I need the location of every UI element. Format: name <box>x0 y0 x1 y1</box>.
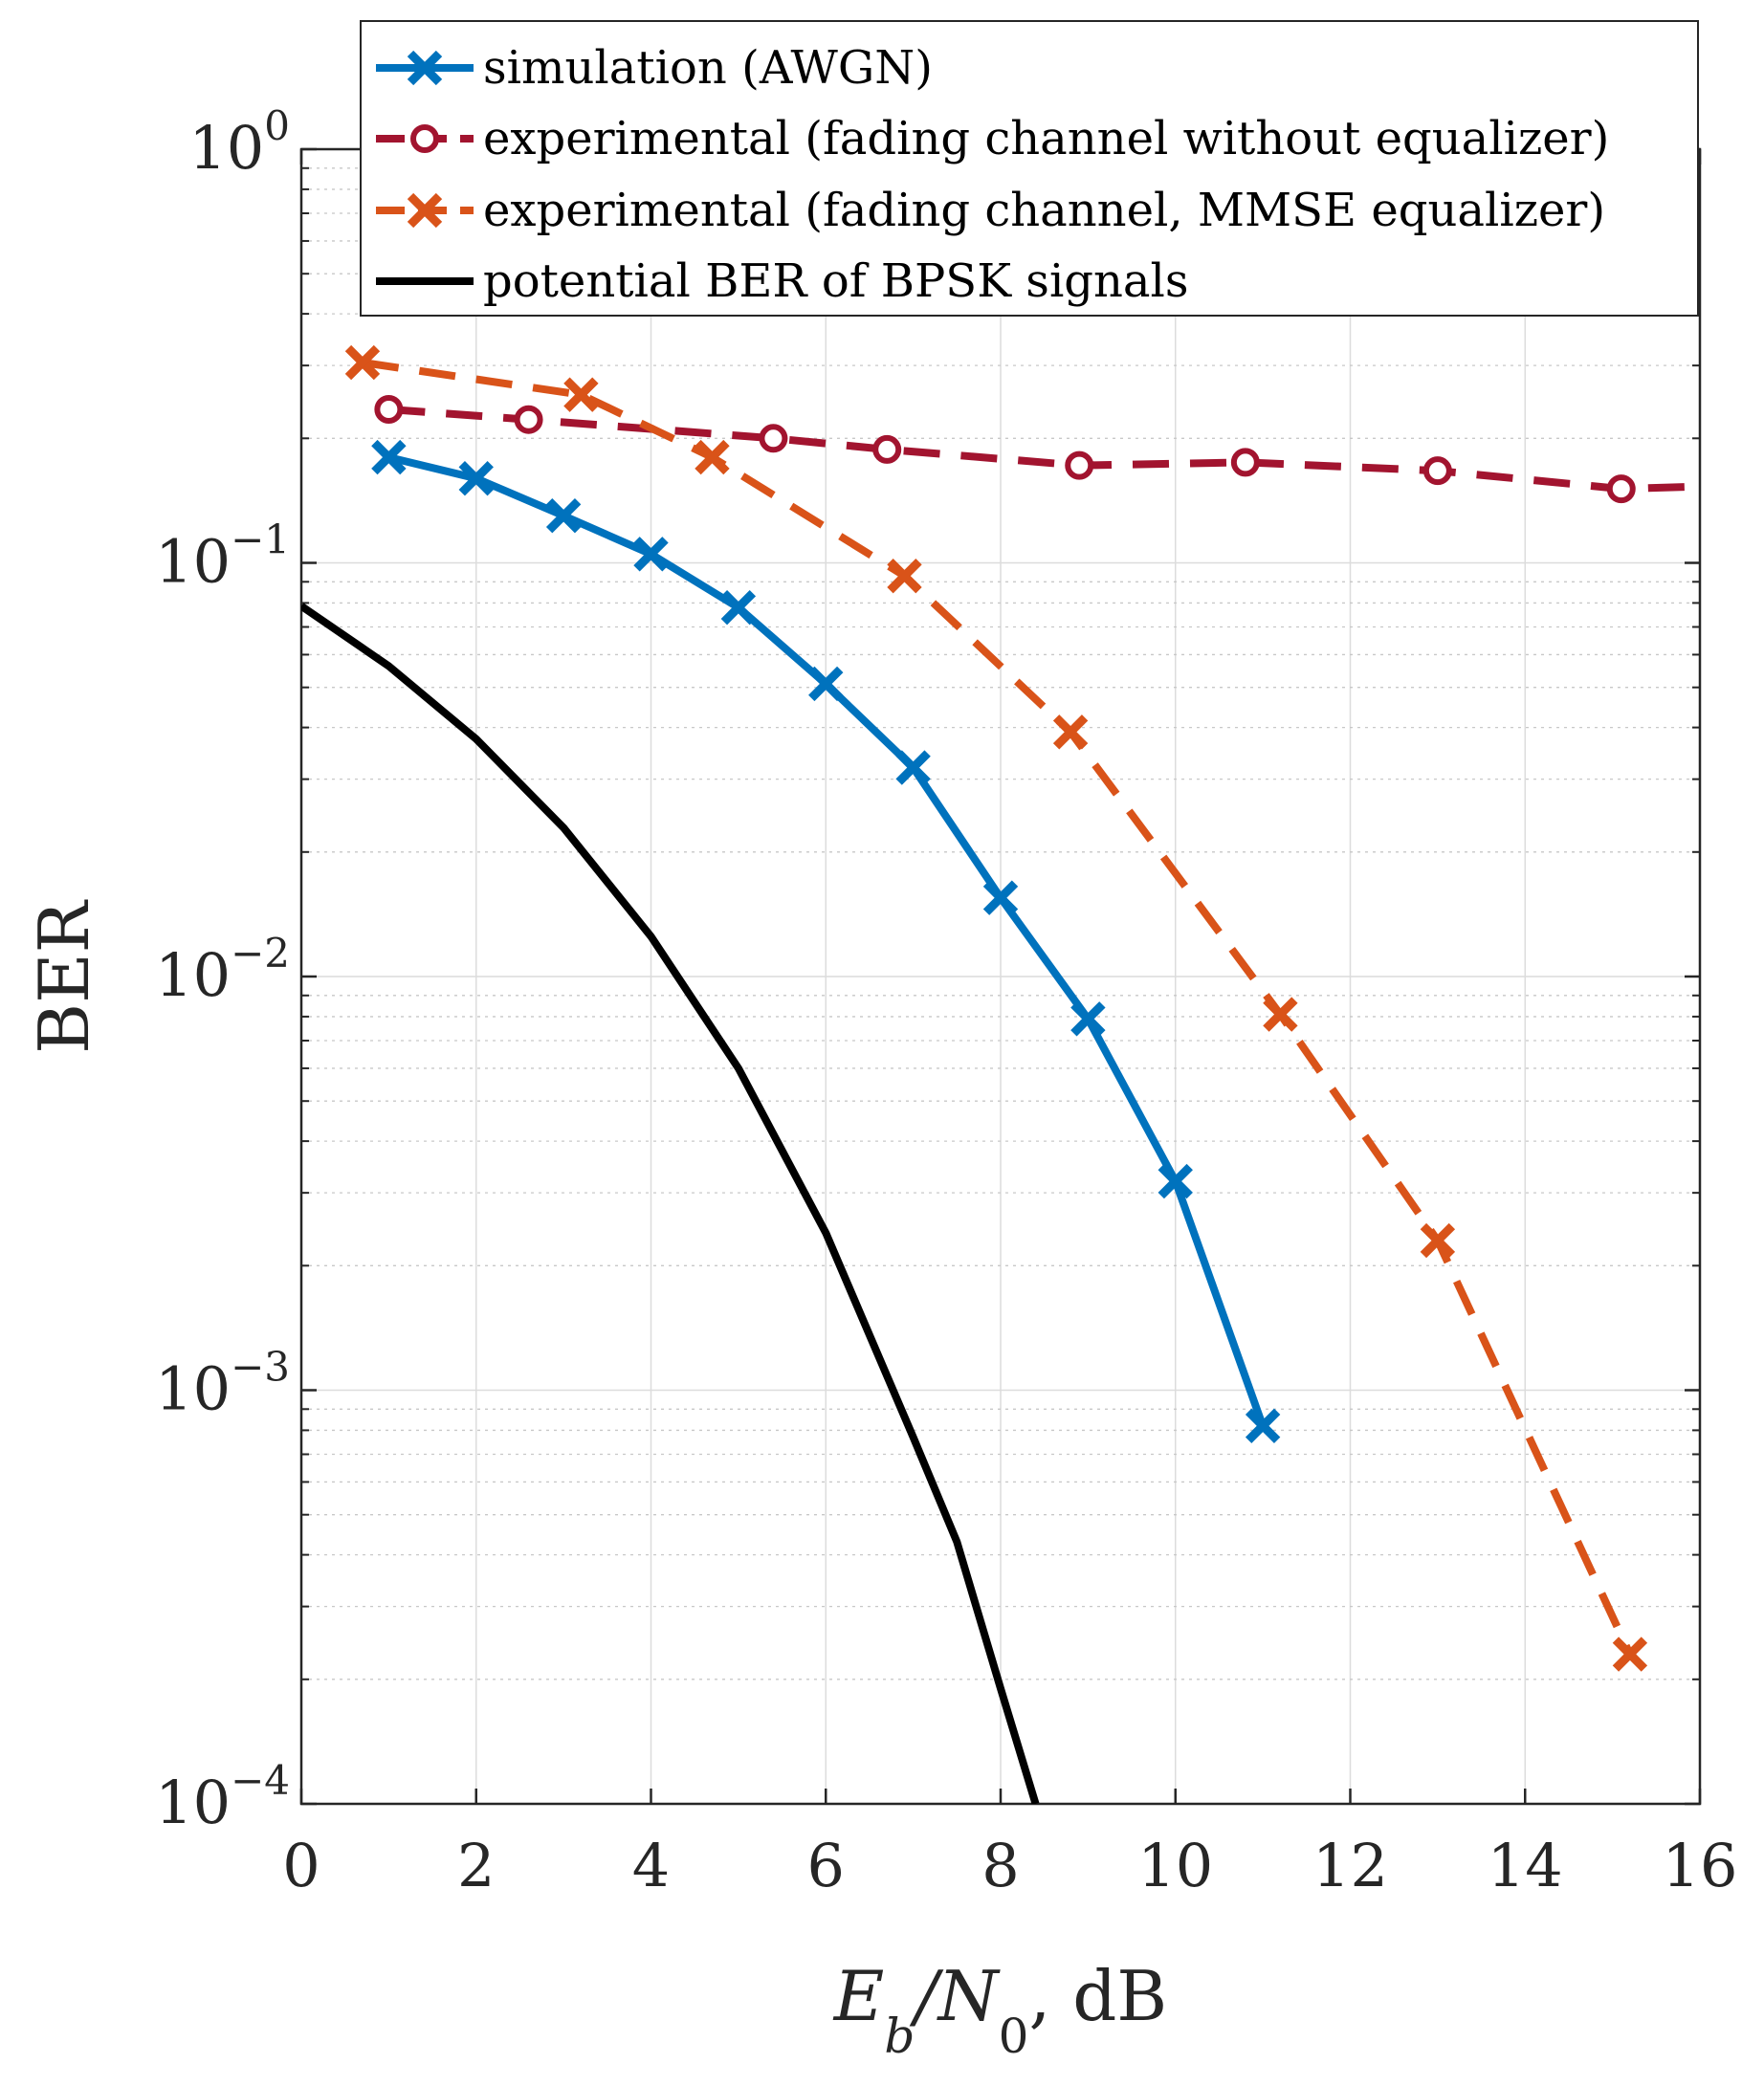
y-tick-base: 10 <box>155 940 231 1010</box>
series-2 <box>344 344 1648 1672</box>
y-tick-base: 10 <box>155 527 231 597</box>
series-0-marker-b <box>1245 1408 1281 1443</box>
series-2-marker-b <box>1052 714 1089 750</box>
y-tick-exponent: −1 <box>231 516 290 563</box>
legend-label-2: experimental (fading channel, MMSE equal… <box>483 184 1605 237</box>
series-1-marker <box>1230 448 1260 477</box>
series-1-marker <box>1606 474 1636 504</box>
series-0-marker-b <box>808 666 844 702</box>
series-0-marker-b <box>633 537 669 572</box>
x-axis-title-unit: , dB <box>1028 1956 1167 2036</box>
series-1-marker <box>1422 456 1452 486</box>
series-0-marker-b <box>545 498 582 534</box>
series-0-marker-b <box>1070 1001 1106 1037</box>
y-tick-exponent: 0 <box>264 102 290 149</box>
legend-marker-1 <box>410 124 439 153</box>
series-line-2 <box>362 359 1634 1657</box>
series-1-marker <box>514 405 543 434</box>
x-tick-label: 16 <box>1663 1831 1738 1900</box>
series-2-marker-b <box>1263 997 1298 1032</box>
x-axis-title-slash: /N <box>909 1956 1001 2036</box>
legend: simulation (AWGN) experimental (fading ch… <box>360 20 1699 317</box>
x-tick-label: 12 <box>1312 1831 1388 1900</box>
series-2-marker-b <box>1612 1636 1648 1672</box>
x-tick-label: 14 <box>1488 1831 1563 1900</box>
y-tick-exponent: −2 <box>231 930 290 977</box>
series-1-marker <box>872 434 902 464</box>
x-axis-title: Eb/N0, dB <box>832 1956 1167 2064</box>
series-0-marker-b <box>1158 1163 1193 1199</box>
series-0-marker-b <box>371 439 407 475</box>
x-tick-label: 0 <box>282 1831 320 1900</box>
series-layer <box>301 344 1700 1804</box>
x-tick-label: 2 <box>457 1831 495 1900</box>
series-line-3 <box>301 603 1040 1804</box>
x-tick-label: 8 <box>981 1831 1019 1900</box>
series-1-marker <box>1065 450 1094 480</box>
y-tick-base: 10 <box>155 1354 231 1424</box>
series-1-marker <box>374 395 404 425</box>
series-0-marker-b <box>982 880 1019 915</box>
series-0-marker-b <box>458 461 494 496</box>
series-2-marker-b <box>344 344 381 381</box>
series-0-marker-b <box>895 750 931 785</box>
y-tick-label: 10−1 <box>155 516 290 597</box>
series-1-marker <box>759 424 788 453</box>
x-tick-label: 10 <box>1137 1831 1213 1900</box>
y-tick-base: 10 <box>155 1768 231 1837</box>
series-3 <box>301 603 1040 1804</box>
y-tick-label: 10−3 <box>155 1344 290 1424</box>
series-0 <box>371 439 1281 1443</box>
y-tick-label: 100 <box>188 102 290 183</box>
y-tick-label: 10−2 <box>155 930 290 1010</box>
y-tick-exponent: −3 <box>231 1344 290 1391</box>
legend-marker-2-b <box>407 192 443 229</box>
series-0-marker-b <box>720 589 757 626</box>
x-tick-labels: 0 2 4 6 8 10 12 14 16 <box>282 1831 1737 1900</box>
legend-box <box>360 20 1699 317</box>
legend-marker-0-b <box>407 50 443 86</box>
series-2-marker-b <box>695 439 730 475</box>
series-2-marker-b <box>1420 1222 1456 1259</box>
series-2-marker-b <box>887 558 922 594</box>
legend-label-3: potential BER of BPSK signals <box>483 254 1189 308</box>
series-1 <box>374 395 1700 504</box>
x-axis-title-main: E <box>832 1956 885 2036</box>
y-axis-title: BER <box>24 899 104 1053</box>
y-tick-label: 10−4 <box>155 1757 290 1837</box>
legend-label-0: simulation (AWGN) <box>483 41 933 95</box>
x-tick-label: 4 <box>632 1831 670 1900</box>
y-tick-base: 10 <box>188 113 264 183</box>
x-axis-title-sub2: 0 <box>999 2009 1029 2064</box>
x-axis-title-sub1: b <box>884 2009 915 2064</box>
legend-label-1: experimental (fading channel without equ… <box>483 112 1609 165</box>
x-tick-label: 6 <box>807 1831 845 1900</box>
series-2-marker-b <box>563 377 599 412</box>
y-tick-exponent: −4 <box>231 1757 290 1804</box>
